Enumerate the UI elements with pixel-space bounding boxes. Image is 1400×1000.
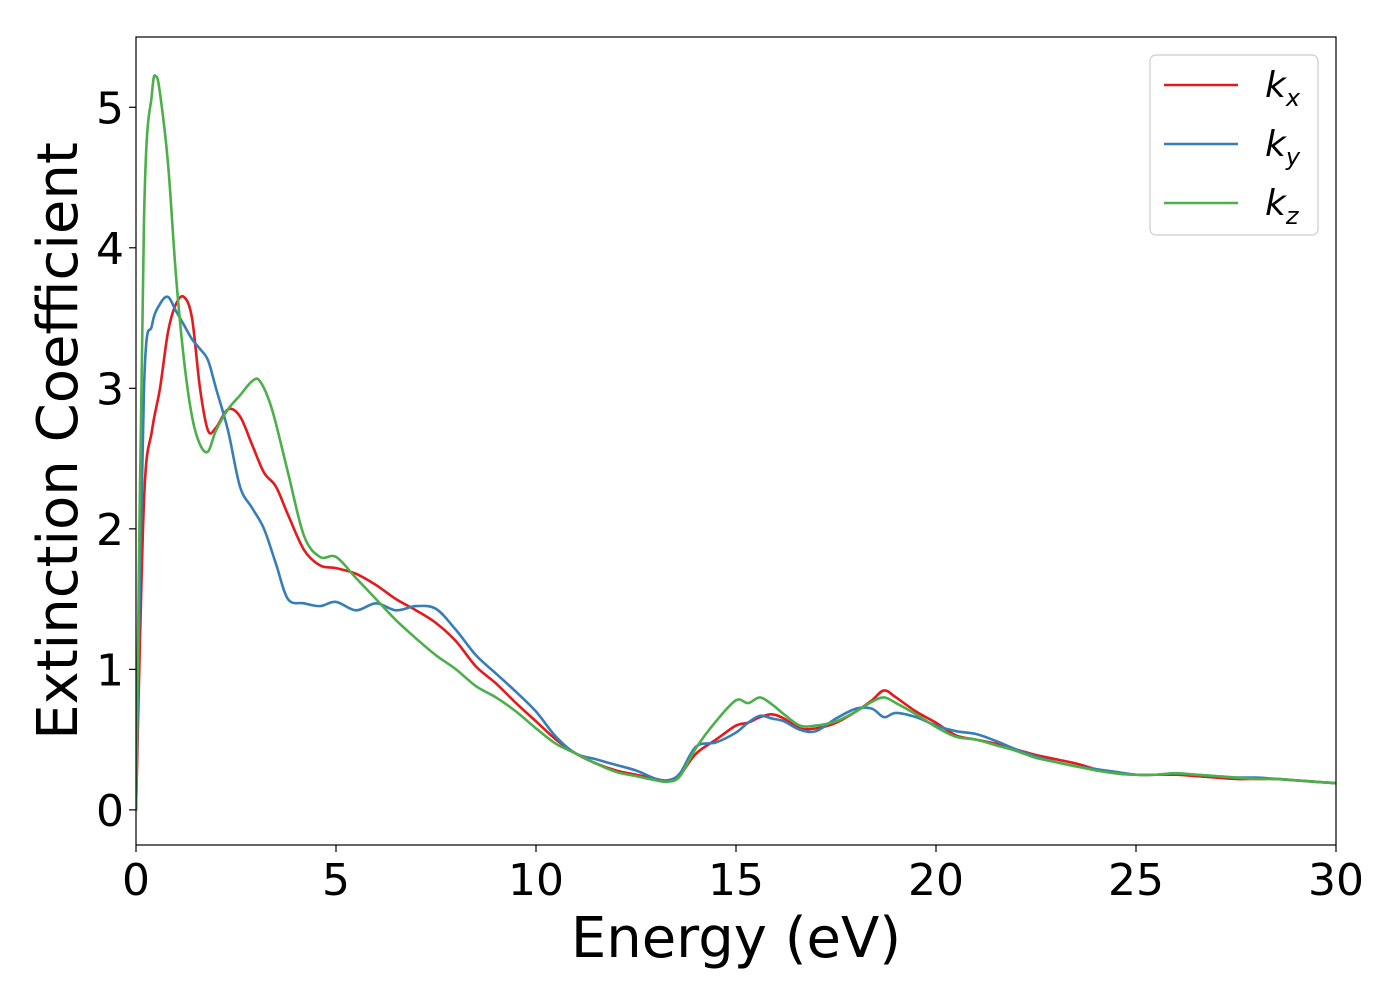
y-tick-label-0: 0 bbox=[96, 786, 124, 837]
tick-layer: 0 5 10 15 20 25 30 0 1 2 3 4 5 bbox=[96, 83, 1364, 906]
x-tick-label-5: 5 bbox=[322, 855, 350, 906]
y-tick-label-2: 2 bbox=[96, 505, 124, 556]
y-tick-label-5: 5 bbox=[96, 83, 124, 134]
legend-label-k-x: kx bbox=[1265, 65, 1301, 112]
y-tick-label-3: 3 bbox=[96, 364, 124, 415]
x-tick-label-10: 10 bbox=[508, 855, 564, 906]
x-tick-label-30: 30 bbox=[1308, 855, 1364, 906]
legend-label-k-y: ky bbox=[1265, 124, 1301, 171]
x-tick-label-15: 15 bbox=[708, 855, 764, 906]
series-line-k-z bbox=[136, 74, 1336, 812]
y-tick-label-4: 4 bbox=[96, 224, 124, 275]
plot-layer bbox=[136, 74, 1336, 812]
x-tick-label-20: 20 bbox=[908, 855, 964, 906]
y-axis-title: Extinction Coefficient bbox=[26, 142, 91, 740]
x-tick-label-25: 25 bbox=[1108, 855, 1164, 906]
y-tick-label-1: 1 bbox=[96, 645, 124, 696]
legend: kx ky kz bbox=[1149, 54, 1319, 236]
legend-label-k-z: kz bbox=[1265, 183, 1300, 230]
x-axis-title: Energy (eV) bbox=[571, 906, 901, 971]
x-tick-label-0: 0 bbox=[122, 855, 150, 906]
